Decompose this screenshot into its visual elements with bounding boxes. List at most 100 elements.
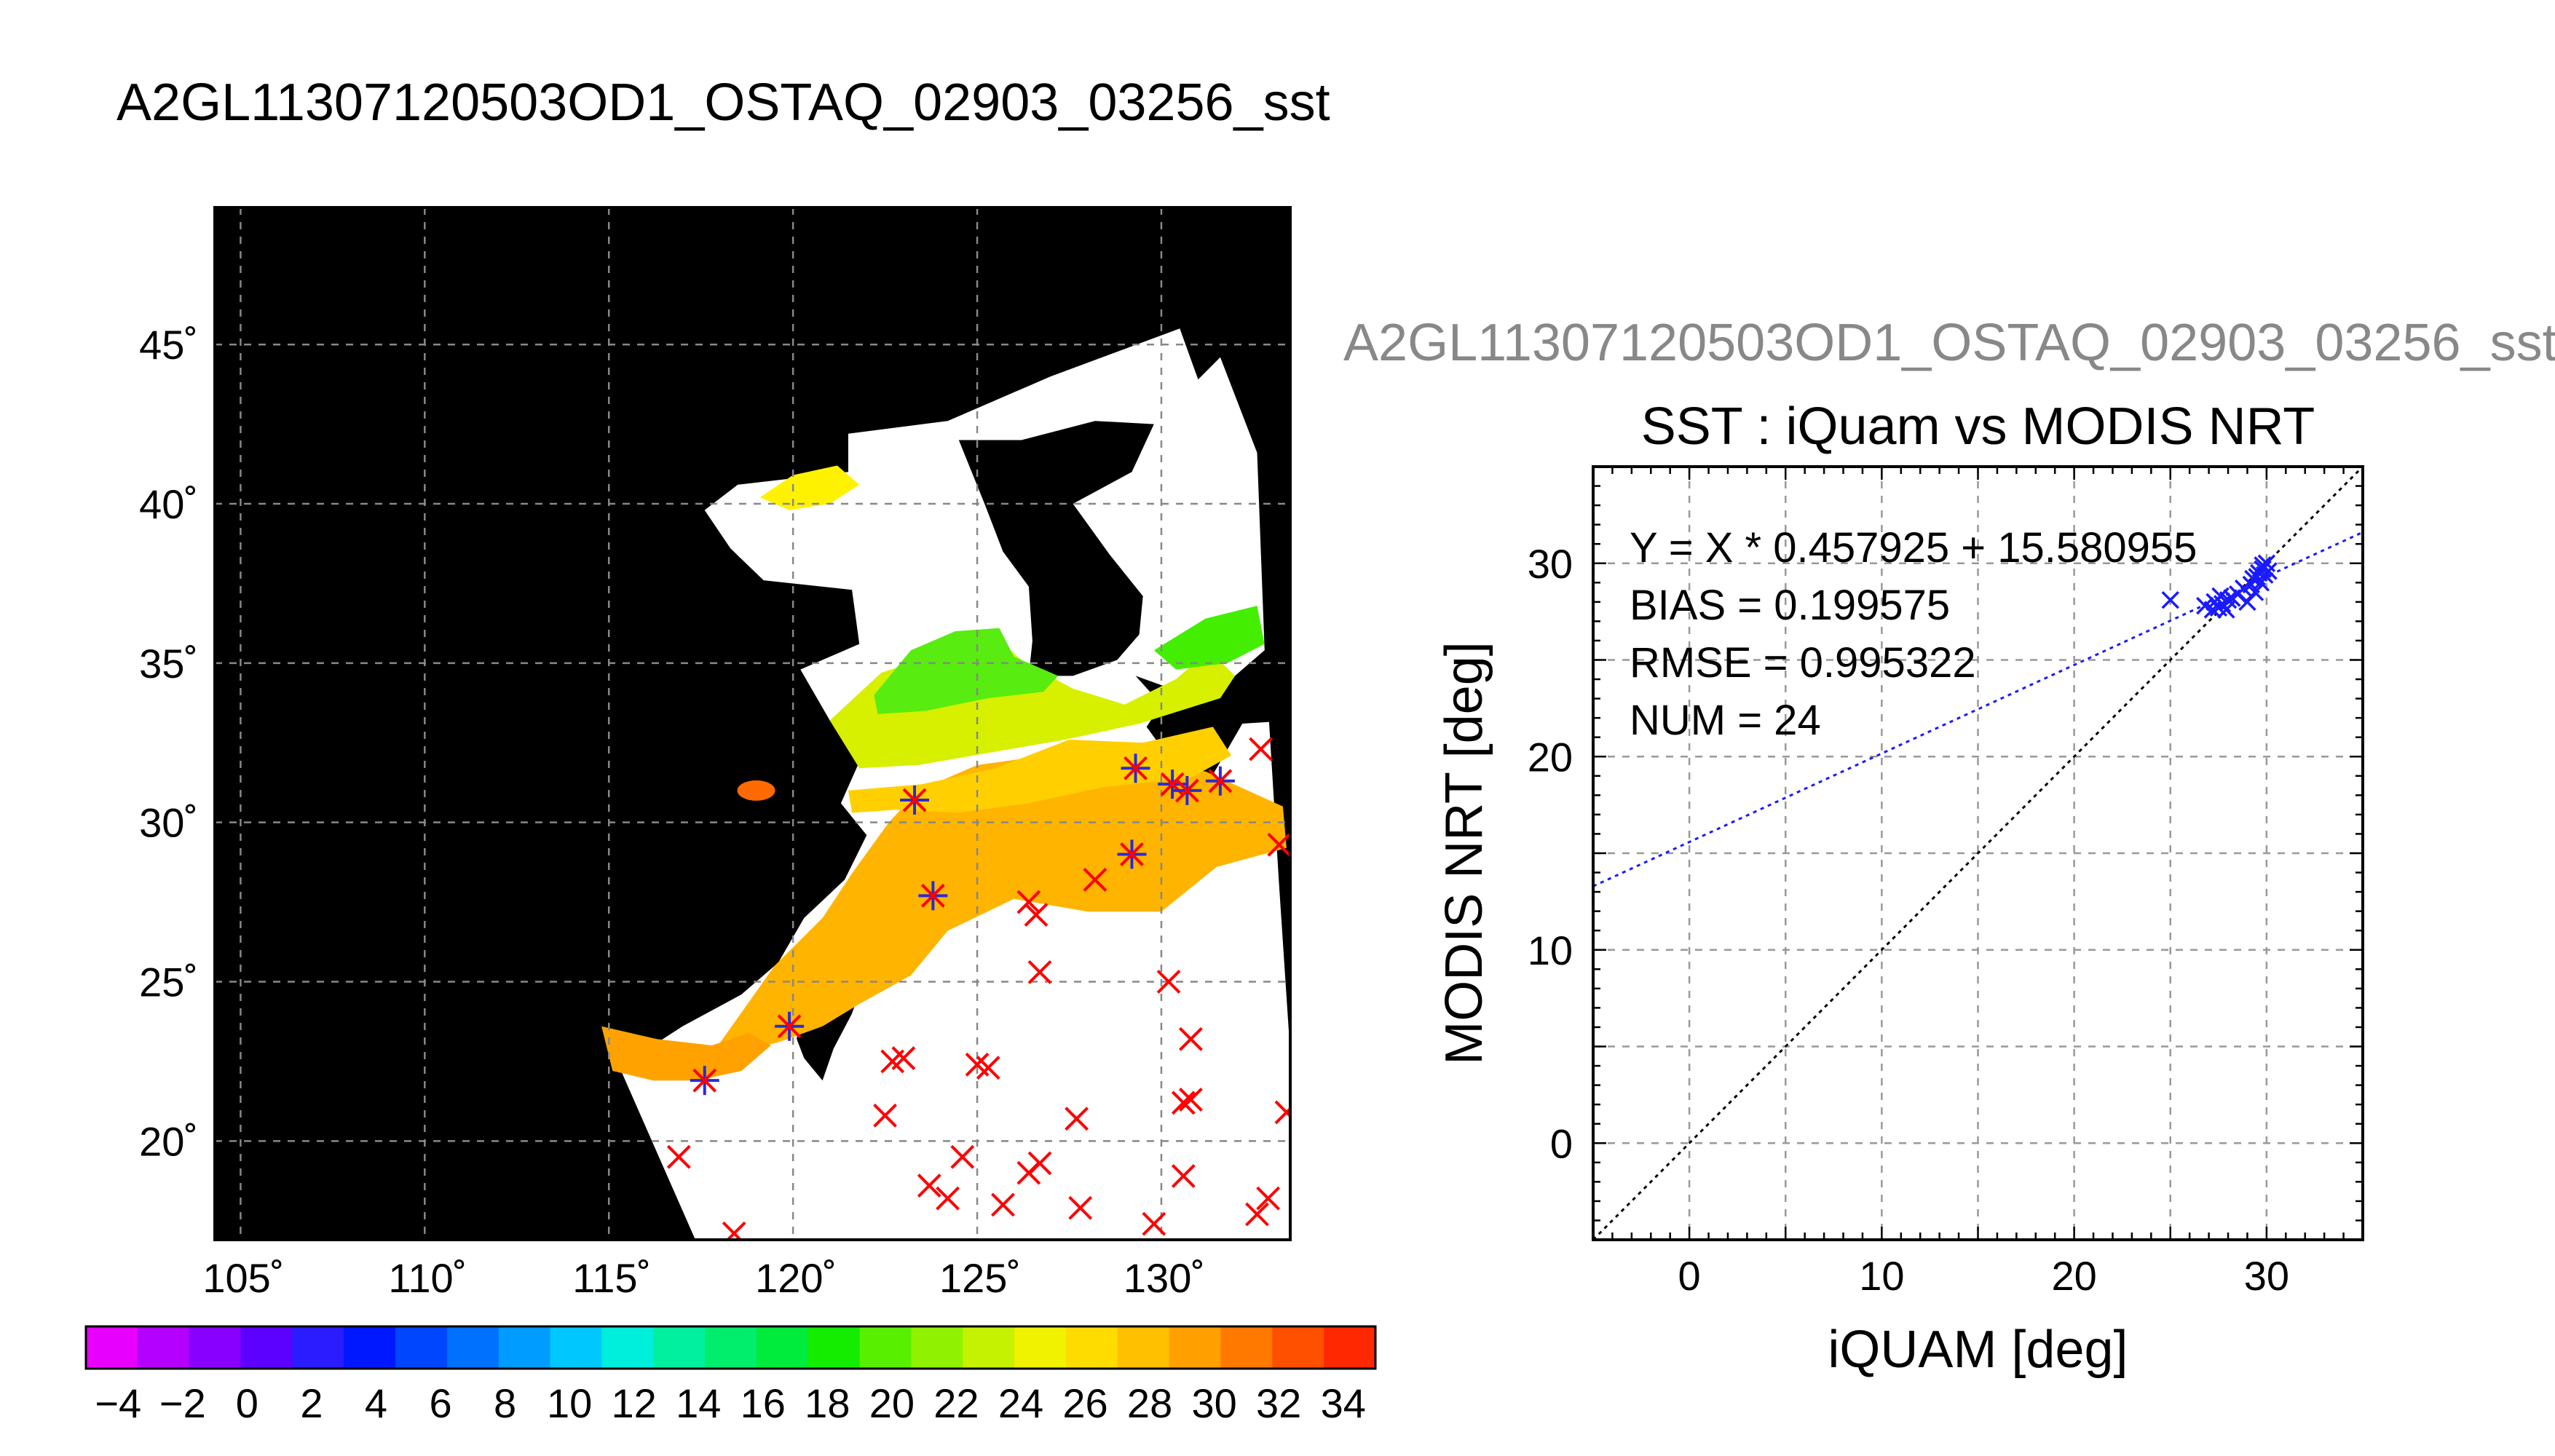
map-grid [215, 207, 1290, 1240]
unmatched-buoy-marker [1274, 1100, 1290, 1125]
colorbar-tick-label: 10 [547, 1380, 592, 1426]
unmatched-buoy-marker [666, 1144, 691, 1169]
colorbar-tick-label: −2 [159, 1380, 206, 1426]
unmatched-buoy-marker [1245, 1202, 1269, 1227]
unmatched-buoy-marker [873, 1103, 898, 1128]
colorbar: −4 −2 0 2 4 6 8 10 12 14 16 18 20 22 24 26 28 30 32 34 [84, 1325, 1377, 1426]
scatter-file-title: A2GL11307120503OD1_OSTAQ_02903_03256_sst [1343, 314, 2555, 372]
colorbar-swatch [911, 1326, 964, 1369]
unmatched-buoy-marker [1027, 960, 1052, 984]
lat-tick-label: 45˚ [139, 322, 198, 368]
x-tick-label: 10 [1859, 1253, 1904, 1299]
lon-tick-label: 120˚ [755, 1255, 837, 1301]
unmatched-buoy-marker [1083, 868, 1107, 892]
sst-field-lake [737, 780, 775, 801]
unmatched-buoy-marker [1156, 970, 1181, 994]
x-tick-label: 30 [2244, 1253, 2289, 1299]
colorbar-tick-label: 32 [1256, 1380, 1301, 1426]
colorbar-swatch [395, 1326, 448, 1369]
colorbar-swatch [1220, 1326, 1273, 1369]
unmatched-buoy-marker [1256, 1186, 1281, 1211]
colorbar-swatch [1065, 1326, 1118, 1369]
scatter-point [2259, 562, 2278, 580]
unmatched-buoy-marker [1068, 1195, 1093, 1220]
colorbar-swatch [601, 1326, 655, 1369]
map-markers [666, 737, 1290, 1240]
y-tick-label: 20 [1528, 734, 1573, 780]
colorbar-swatch [344, 1326, 396, 1369]
unmatched-buoy-marker [1024, 903, 1049, 927]
lat-tick-label: 25˚ [139, 960, 198, 1005]
sst-field-south-china [601, 1026, 771, 1081]
x-axis-label: iQUAM [deg] [1828, 1321, 2128, 1379]
unmatched-buoy-marker [1267, 832, 1290, 857]
matched-buoy-marker [1172, 775, 1202, 805]
one-to-one-line [1593, 467, 2363, 1240]
unmatched-buoy-marker [1249, 737, 1273, 761]
y-tick-label: 10 [1528, 927, 1573, 973]
colorbar-tick-label: 6 [429, 1380, 451, 1426]
unmatched-buoy-marker [917, 1174, 941, 1198]
colorbar-swatch [756, 1326, 809, 1369]
unmatched-buoy-marker [1171, 1091, 1196, 1115]
file-title: A2GL11307120503OD1_OSTAQ_02903_03256_sst [117, 74, 1330, 132]
colorbar-tick-label: 2 [300, 1380, 323, 1426]
x-tick-label: 0 [1678, 1253, 1701, 1299]
colorbar-swatch [240, 1326, 293, 1369]
colorbar-swatch [292, 1326, 344, 1369]
colorbar-swatch [963, 1326, 1015, 1369]
colorbar-swatch [1117, 1326, 1170, 1369]
colorbar-swatch [1169, 1326, 1222, 1369]
unmatched-buoy-marker [976, 1056, 1000, 1080]
stats-annotation: BIAS = 0.199575 [1630, 582, 1950, 629]
matched-buoy-marker [690, 1066, 719, 1096]
colorbar-swatch [705, 1326, 757, 1369]
colorbar-swatch [189, 1326, 242, 1369]
colorbar-swatch [86, 1326, 138, 1369]
colorbar-tick-label: 34 [1321, 1380, 1366, 1426]
unmatched-buoy-marker [891, 1046, 916, 1070]
unmatched-buoy-marker [1016, 890, 1041, 914]
scatter-point [2246, 583, 2264, 601]
y-tick-label: 0 [1550, 1120, 1573, 1166]
lon-tick-label: 105˚ [202, 1255, 284, 1301]
matched-buoy-marker [900, 786, 930, 815]
lon-tick-label: 125˚ [939, 1255, 1021, 1301]
sst-field-yellow [848, 727, 1232, 813]
stats-annotation: Y = X * 0.457925 + 15.580955 [1630, 524, 2197, 571]
unmatched-buoy-marker [722, 1221, 746, 1240]
colorbar-swatch [498, 1326, 551, 1369]
sst-field-japan-sea [1153, 606, 1265, 670]
unmatched-buoy-marker [1016, 1160, 1041, 1185]
colorbar-swatch [550, 1326, 603, 1369]
colorbar-tick-label: 4 [365, 1380, 387, 1426]
sst-field-bohai [759, 465, 860, 510]
colorbar-swatch [1014, 1326, 1067, 1369]
matched-buoy-marker [918, 881, 948, 911]
unmatched-buoy-marker [1179, 1026, 1203, 1051]
lon-tick-label: 115˚ [572, 1255, 651, 1301]
scatter-title: SST : iQuam vs MODIS NRT [1641, 397, 2315, 456]
unmatched-buoy-marker [950, 1144, 975, 1169]
unmatched-buoy-marker [991, 1192, 1015, 1217]
lat-tick-label: 20˚ [139, 1118, 198, 1164]
sst-field-green [874, 628, 1059, 714]
x-tick-label: 20 [2051, 1253, 2096, 1299]
colorbar-tick-label: 24 [998, 1380, 1043, 1426]
colorbar-tick-label: 0 [236, 1380, 258, 1426]
lon-tick-label: 130˚ [1124, 1255, 1205, 1301]
colorbar-swatch [1272, 1326, 1324, 1369]
colorbar-tick-label: 28 [1127, 1380, 1172, 1426]
y-axis-label: MODIS NRT [deg] [1435, 641, 1493, 1065]
colorbar-tick-label: 26 [1062, 1380, 1107, 1426]
unmatched-buoy-marker [1142, 1211, 1166, 1236]
colorbar-tick-label: 30 [1191, 1380, 1236, 1426]
colorbar-swatch [1324, 1326, 1376, 1369]
colorbar-swatch [807, 1326, 861, 1369]
scatter-point [2219, 590, 2238, 609]
colorbar-tick-label: 16 [741, 1380, 786, 1426]
stats-annotation: RMSE = 0.995322 [1630, 639, 1976, 687]
colorbar-tick-label: −4 [95, 1380, 141, 1426]
